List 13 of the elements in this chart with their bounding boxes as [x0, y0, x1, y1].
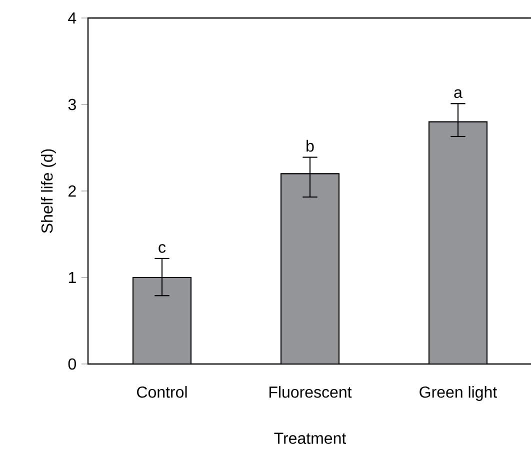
x-tick-label: Fluorescent [270, 386, 352, 398]
x-axis-title: Treatment [274, 432, 346, 444]
y-tick-label: 0 [68, 358, 76, 370]
x-tick-label: Green light [420, 386, 497, 401]
annotation: c [158, 244, 166, 253]
annotation: a [454, 89, 462, 98]
annotation: b [306, 140, 314, 152]
y-axis-title: Shelf life (d) [41, 149, 56, 233]
y-tick-label: 3 [68, 98, 76, 110]
y-tick-label: 4 [68, 12, 76, 24]
x-tick-label: Control [137, 386, 187, 398]
y-tick-label: 2 [68, 185, 76, 197]
y-tick-label: 1 [68, 272, 76, 283]
